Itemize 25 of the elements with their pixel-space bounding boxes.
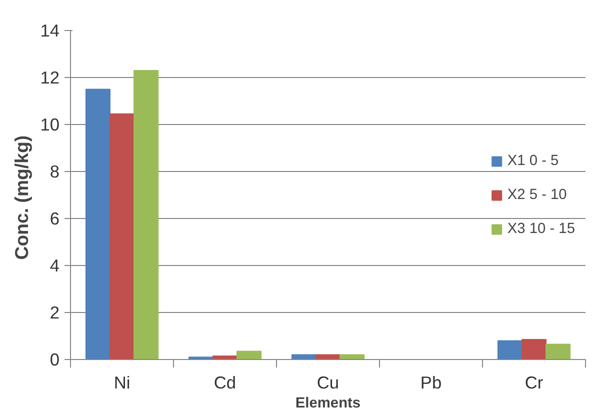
x-tick-label: Pb: [420, 372, 442, 392]
legend-label: X1 0 - 5: [507, 152, 559, 168]
y-tick-label: 14: [40, 20, 60, 40]
y-tick-label: 0: [50, 350, 60, 370]
legend-label: X3 10 - 15: [507, 220, 575, 236]
y-tick-label: 10: [40, 114, 60, 134]
bar: [236, 350, 262, 360]
bar: [109, 113, 135, 360]
bar: [546, 344, 571, 360]
x-tick-label: Cu: [316, 372, 340, 392]
bar: [134, 70, 159, 360]
x-tick-label: Cd: [214, 372, 236, 392]
x-tick-label: Cr: [524, 372, 544, 392]
x-tick-label: Ni: [114, 372, 130, 392]
y-tick-label: 2: [50, 302, 60, 322]
y-tick-label: 12: [40, 68, 60, 88]
bar: [85, 88, 110, 360]
bar: [497, 340, 522, 360]
y-tick-label: 6: [50, 208, 60, 228]
legend-label: X2 5 - 10: [507, 186, 567, 202]
y-axis-title: Conc. (mg/kg): [11, 135, 32, 260]
bar: [521, 339, 547, 360]
y-tick-label: 8: [50, 162, 60, 182]
x-axis-title: Elements: [295, 396, 361, 412]
y-tick-label: 4: [50, 256, 60, 276]
